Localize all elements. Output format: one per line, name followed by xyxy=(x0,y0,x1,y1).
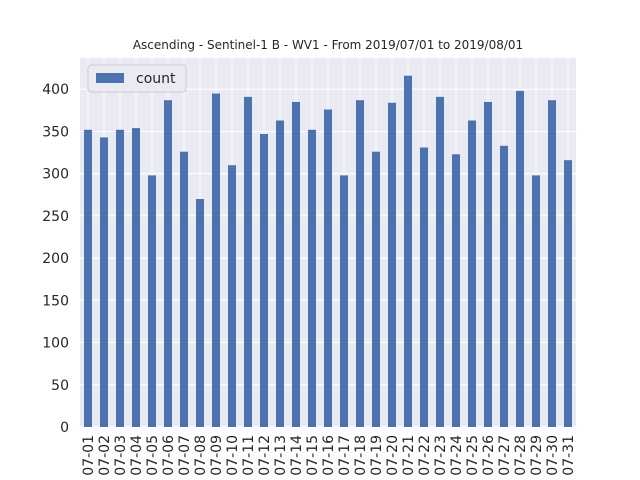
bars xyxy=(84,75,572,428)
y-tick-label: 200 xyxy=(42,251,69,267)
legend-box xyxy=(87,64,187,93)
x-tick-label: 07-23 xyxy=(433,435,449,476)
x-tick-label: 07-29 xyxy=(529,435,545,476)
x-tick-label: 07-12 xyxy=(257,435,273,476)
bar-07-07 xyxy=(180,151,188,427)
bar-07-22 xyxy=(420,147,428,427)
legend: count xyxy=(87,64,187,93)
bar-07-04 xyxy=(132,128,140,428)
x-tick-label: 07-20 xyxy=(385,435,401,476)
bar-07-18 xyxy=(356,100,364,428)
bar-07-28 xyxy=(516,90,524,428)
y-tick-label: 300 xyxy=(42,167,69,183)
x-tick-label: 07-03 xyxy=(113,435,129,476)
bar-07-26 xyxy=(484,101,492,427)
bar-07-29 xyxy=(532,175,540,427)
x-tick-label: 07-24 xyxy=(449,435,465,476)
x-tick-label: 07-15 xyxy=(305,435,321,476)
x-tick-label: 07-02 xyxy=(97,435,113,476)
x-tick-label: 07-08 xyxy=(193,435,209,476)
bar-07-14 xyxy=(292,101,300,427)
bar-07-19 xyxy=(372,151,380,427)
x-tick-label: 07-09 xyxy=(209,435,225,476)
bar-07-08 xyxy=(196,199,204,427)
bar-07-16 xyxy=(324,109,332,428)
x-tick-label: 07-28 xyxy=(513,435,529,476)
y-tick-label: 50 xyxy=(51,378,69,394)
x-tick-label: 07-25 xyxy=(465,435,481,476)
y-tick-label: 250 xyxy=(42,209,69,225)
x-tick-label: 07-16 xyxy=(321,435,337,476)
legend-label-count: count xyxy=(136,71,176,87)
bar-07-09 xyxy=(212,93,220,427)
x-tick-label: 07-30 xyxy=(545,435,561,476)
bar-07-03 xyxy=(116,129,124,428)
y-tick-label: 400 xyxy=(42,82,69,98)
bar-07-06 xyxy=(164,100,172,428)
x-tick-label: 07-01 xyxy=(81,435,97,476)
legend-swatch xyxy=(96,73,124,83)
bar-07-25 xyxy=(468,120,476,428)
bar-07-13 xyxy=(276,120,284,428)
x-tick-label: 07-21 xyxy=(401,435,417,476)
bar-07-31 xyxy=(564,160,572,427)
x-tick-label: 07-17 xyxy=(337,435,353,476)
bar-07-21 xyxy=(404,75,412,427)
x-tick-label: 07-06 xyxy=(161,435,177,476)
bar-07-10 xyxy=(228,165,236,428)
x-tick-labels: 07-01 07-02 07-03 07-04 07-05 07-06 07-07 07-08… xyxy=(81,435,577,476)
x-tick-label: 07-05 xyxy=(145,435,161,476)
bar-07-20 xyxy=(388,102,396,427)
bar-07-05 xyxy=(148,175,156,427)
bar-07-30 xyxy=(548,100,556,428)
x-tick-label: 07-27 xyxy=(497,435,513,476)
x-tick-label: 07-26 xyxy=(481,435,497,476)
y-tick-labels: 0 50 100 150 200 250 300 350 400 xyxy=(42,82,69,436)
bar-07-02 xyxy=(100,137,108,428)
y-tick-label: 150 xyxy=(42,293,69,309)
bar-07-12 xyxy=(260,133,268,427)
x-tick-label: 07-04 xyxy=(129,435,145,476)
bar-07-17 xyxy=(340,175,348,427)
bar-07-15 xyxy=(308,129,316,428)
y-tick-label: 100 xyxy=(42,336,69,352)
x-tick-label: 07-13 xyxy=(273,435,289,476)
x-tick-label: 07-14 xyxy=(289,435,305,476)
x-tick-label: 07-07 xyxy=(177,435,193,476)
y-tick-label: 350 xyxy=(42,124,69,140)
bar-07-01 xyxy=(84,129,92,428)
bar-07-23 xyxy=(436,96,444,427)
x-tick-label: 07-10 xyxy=(225,435,241,476)
x-tick-label: 07-22 xyxy=(417,435,433,476)
bar-07-24 xyxy=(452,154,460,427)
x-tick-label: 07-19 xyxy=(369,435,385,476)
x-tick-label: 07-31 xyxy=(561,435,577,476)
y-tick-label: 0 xyxy=(60,420,69,436)
x-tick-label: 07-18 xyxy=(353,435,369,476)
chart-title: Ascending - Sentinel-1 B - WV1 - From 20… xyxy=(133,38,523,52)
bar-07-27 xyxy=(500,145,508,427)
bar-07-11 xyxy=(244,96,252,427)
x-tick-label: 07-11 xyxy=(241,435,257,476)
